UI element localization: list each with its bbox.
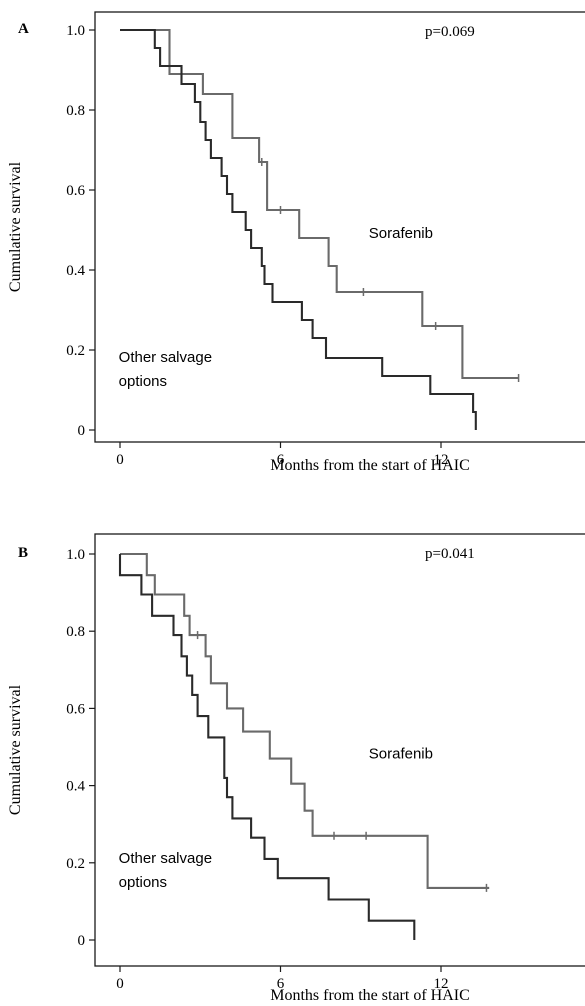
series-label-line: Other salvage (119, 850, 212, 867)
panel-letter: B (18, 545, 28, 561)
p-value-label: p=0.069 (425, 24, 475, 40)
x-tick-label: 12 (434, 976, 449, 992)
y-tick-label: 0.8 (66, 103, 85, 119)
y-tick-label: 1.0 (66, 547, 85, 563)
x-tick-label: 12 (434, 452, 449, 468)
y-tick-label: 0.8 (66, 624, 85, 640)
plot-frame (94, 533, 585, 967)
y-tick-label: 0.4 (66, 263, 85, 279)
y-tick-label: 0.6 (66, 183, 85, 199)
y-tick-label: 0.4 (66, 779, 85, 795)
km-curve-sorafenib (120, 552, 490, 889)
series-label-line: options (119, 874, 167, 891)
series-label: Sorafenib (369, 225, 433, 242)
km-curve-other-salvage (118, 554, 416, 940)
series-label-line: options (119, 373, 167, 390)
series-label: Sorafenib (369, 746, 433, 763)
km-curve-sorafenib (120, 28, 519, 380)
km-curve-other-salvage (120, 28, 477, 430)
y-tick-label: 0 (78, 423, 86, 439)
y-tick-label: 0.2 (66, 856, 85, 872)
p-value-label: p=0.041 (425, 546, 475, 562)
x-tick-label: 6 (277, 452, 285, 468)
y-tick-label: 0.2 (66, 343, 85, 359)
plot-frame (94, 11, 585, 443)
y-tick-label: 1.0 (66, 23, 85, 39)
x-axis-label: Months from the start of HAIC (270, 987, 470, 1004)
y-tick-label: 0 (78, 933, 86, 949)
panel-letter: A (18, 21, 29, 37)
x-tick-label: 0 (116, 976, 124, 992)
y-axis-label: Cumulative survival (7, 161, 24, 292)
series-label-line: Other salvage (119, 349, 212, 366)
y-tick-label: 0.6 (66, 701, 85, 717)
x-axis-label: Months from the start of HAIC (270, 457, 470, 474)
x-tick-label: 0 (116, 452, 124, 468)
y-axis-label: Cumulative survival (7, 684, 24, 815)
x-tick-label: 6 (277, 976, 285, 992)
